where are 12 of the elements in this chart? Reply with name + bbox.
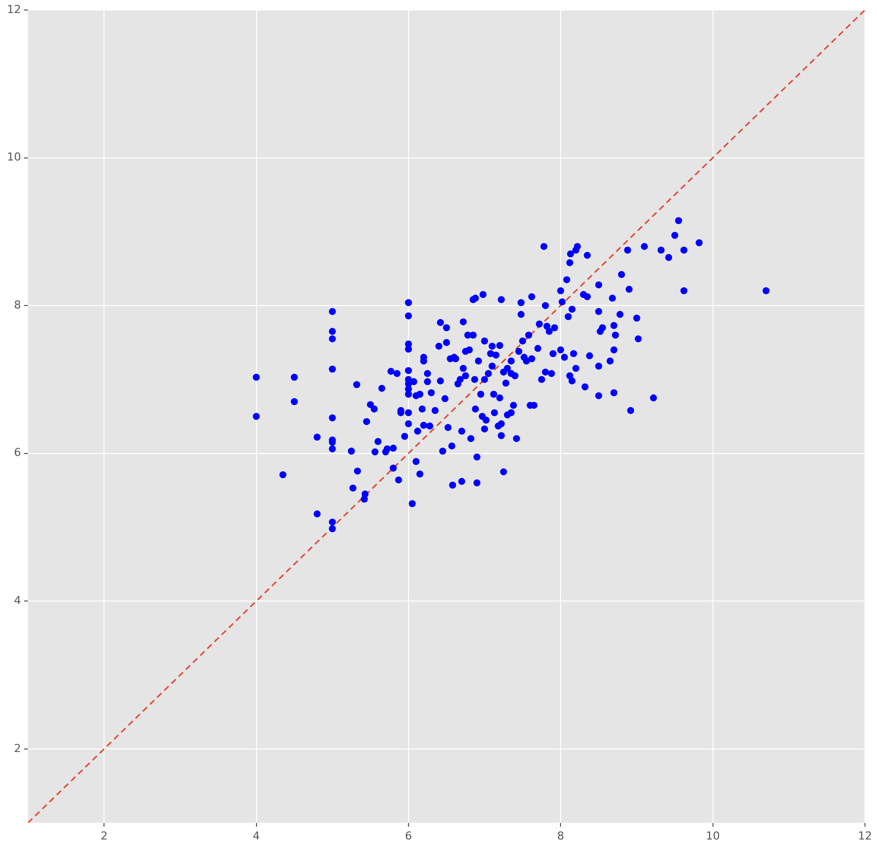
x-tick-label: 10 (706, 829, 720, 842)
y-tick-label: 12 (6, 2, 21, 16)
y-tick-label: 10 (6, 150, 21, 164)
y-tick-label: 4 (14, 594, 21, 607)
x-tick-label: 8 (557, 829, 564, 842)
y-tick-label: 6 (14, 446, 21, 460)
y-tick-label: 8 (14, 298, 21, 312)
x-tick-label: 12 (858, 829, 872, 842)
x-tick-label: 6 (404, 829, 412, 842)
x-tick-label: 2 (100, 829, 108, 842)
x-tick-label: 4 (252, 829, 260, 842)
y-tick-label: 2 (14, 742, 21, 755)
